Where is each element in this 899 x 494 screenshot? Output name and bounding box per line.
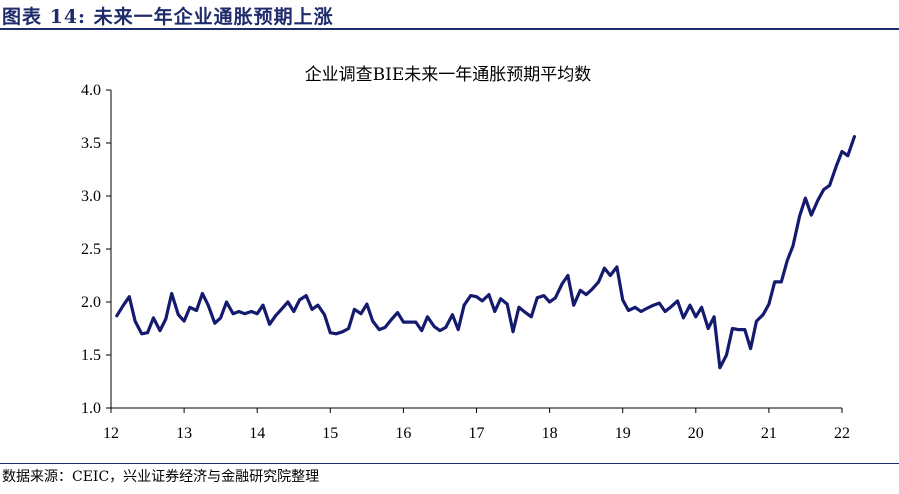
x-tick-label: 16 bbox=[395, 425, 411, 442]
x-tick-label: 15 bbox=[322, 425, 338, 442]
x-ticks: 12 13 14 15 16 17 18 19 20 21 22 bbox=[103, 408, 850, 442]
figure-header: 图表 14: 未来一年企业通胀预期上涨 bbox=[0, 0, 899, 30]
line-chart: 企业调查BIE未来一年通胀预期平均数 1.0 1.5 2.0 2.5 3.0 3.5 4.0… bbox=[81, 65, 857, 442]
x-tick-label: 22 bbox=[834, 425, 850, 442]
title-underline bbox=[0, 28, 899, 30]
x-axis: 12 13 14 15 16 17 18 19 20 21 22 bbox=[103, 407, 850, 442]
footer-rule bbox=[0, 463, 899, 464]
y-tick-label: 1.0 bbox=[81, 400, 101, 417]
y-tick-label: 3.0 bbox=[81, 188, 101, 205]
x-tick-label: 17 bbox=[469, 425, 485, 442]
y-ticks: 1.0 1.5 2.0 2.5 3.0 3.5 4.0 bbox=[81, 82, 111, 417]
x-tick-label: 20 bbox=[688, 425, 704, 442]
y-tick-label: 1.5 bbox=[81, 347, 101, 364]
series-group bbox=[115, 135, 857, 370]
x-tick-label: 14 bbox=[249, 425, 265, 442]
y-axis: 1.0 1.5 2.0 2.5 3.0 3.5 4.0 bbox=[81, 82, 112, 417]
x-tick-label: 18 bbox=[542, 425, 558, 442]
x-tick-label: 21 bbox=[761, 425, 777, 442]
x-tick-label: 13 bbox=[176, 425, 192, 442]
y-tick-label: 3.5 bbox=[81, 135, 101, 152]
series-line-0 bbox=[115, 135, 857, 370]
chart-title: 企业调查BIE未来一年通胀预期平均数 bbox=[305, 65, 592, 85]
figure-title: 图表 14: 未来一年企业通胀预期上涨 bbox=[2, 6, 334, 28]
y-tick-label: 2.0 bbox=[81, 294, 101, 311]
y-tick-label: 4.0 bbox=[81, 82, 101, 99]
source-note: 数据来源：CEIC，兴业证券经济与金融研究院整理 bbox=[2, 469, 320, 485]
y-tick-label: 2.5 bbox=[81, 241, 101, 258]
x-tick-label: 12 bbox=[103, 425, 119, 442]
x-tick-label: 19 bbox=[615, 425, 631, 442]
